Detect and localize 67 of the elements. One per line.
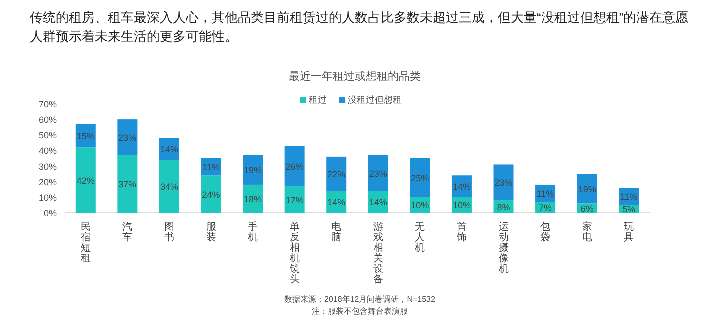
source-note: 数据来源：2018年12月问卷调研，N=1532: [284, 295, 436, 304]
legend-label: 没租过但想租: [348, 95, 402, 105]
x-tick-label: 家电: [582, 221, 592, 244]
x-tick-label: 手机: [248, 221, 258, 244]
bar: [201, 176, 222, 213]
x-tick-label: 首饰: [456, 221, 467, 244]
data-label: 23%: [369, 168, 388, 179]
data-label: 10%: [411, 200, 430, 211]
data-label: 22%: [328, 170, 346, 180]
y-tick-label: 0%: [44, 208, 57, 218]
text: 注：服装不包含舞台表演服: [312, 307, 408, 316]
x-tick-label: 服装: [206, 222, 216, 244]
data-label: 14%: [160, 144, 178, 155]
data-label: 11%: [536, 189, 554, 200]
data-label: 11%: [202, 162, 220, 173]
y-tick-label: 40%: [38, 146, 57, 156]
data-label: 6%: [580, 204, 594, 214]
x-tick-label: 无人机: [415, 222, 426, 254]
x-tick-label: 包袋: [540, 221, 551, 244]
x-tick-label: 单反相机镜头: [288, 221, 300, 286]
bar: [118, 155, 138, 213]
y-tick-label: 50%: [38, 130, 57, 141]
data-label: 25%: [411, 173, 430, 184]
bar: [410, 158, 430, 198]
x-tick-label: 图书: [164, 222, 174, 244]
x-tick-label: 民宿短租: [80, 222, 91, 264]
bar: [118, 120, 138, 156]
bar: [284, 146, 305, 187]
bar: [368, 155, 388, 192]
x-tick-label: 电脑: [332, 221, 342, 244]
bar: [159, 160, 180, 213]
y-tick-label: 70%: [38, 100, 57, 110]
data-label: 14%: [452, 182, 471, 192]
y-tick-label: 20%: [38, 177, 57, 188]
x-tick-label: 玩具: [624, 222, 634, 244]
data-label: 17%: [286, 195, 304, 206]
chart-subtitle: 最近一年租过或想租的品类: [289, 70, 421, 83]
data-label: 37%: [118, 180, 137, 190]
data-label: 42%: [76, 176, 95, 186]
y-tick-label: 30%: [38, 162, 57, 172]
bar: [284, 186, 305, 213]
data-label: 19%: [578, 184, 596, 194]
data-label: 5%: [622, 204, 636, 215]
data-label: 7%: [539, 203, 552, 214]
x-tick-label: 游戏相关设备: [373, 221, 384, 286]
data-label: 14%: [328, 198, 346, 208]
x-tick-label: 汽车: [122, 221, 133, 244]
bar: [326, 156, 347, 192]
data-label: 23%: [494, 178, 513, 188]
data-label: 23%: [118, 132, 137, 143]
data-label: 24%: [202, 190, 220, 200]
data-label: 19%: [244, 166, 262, 176]
bar: [76, 148, 96, 213]
y-tick-label: 10%: [38, 192, 57, 203]
data-label: 34%: [160, 182, 178, 192]
data-label: 14%: [369, 198, 388, 208]
data-label: 10%: [452, 200, 471, 211]
chart-title: 传统的租房、租车最深入人心，其他品类目前租赁过的人数占比多数未超过三成，但大量“没租过但想租”的潜在意愿人群预示着未来生活的更多可能性。: [30, 9, 690, 46]
x-tick-label: 运动摄像机: [498, 221, 509, 275]
data-label: 15%: [76, 131, 95, 142]
data-label: 11%: [620, 192, 638, 202]
data-label: 26%: [286, 162, 304, 172]
bar: [494, 164, 514, 201]
y-tick-label: 60%: [38, 115, 57, 126]
legend-label: 租过: [309, 95, 327, 105]
data-label: 8%: [497, 202, 510, 212]
data-label: 18%: [244, 194, 262, 204]
